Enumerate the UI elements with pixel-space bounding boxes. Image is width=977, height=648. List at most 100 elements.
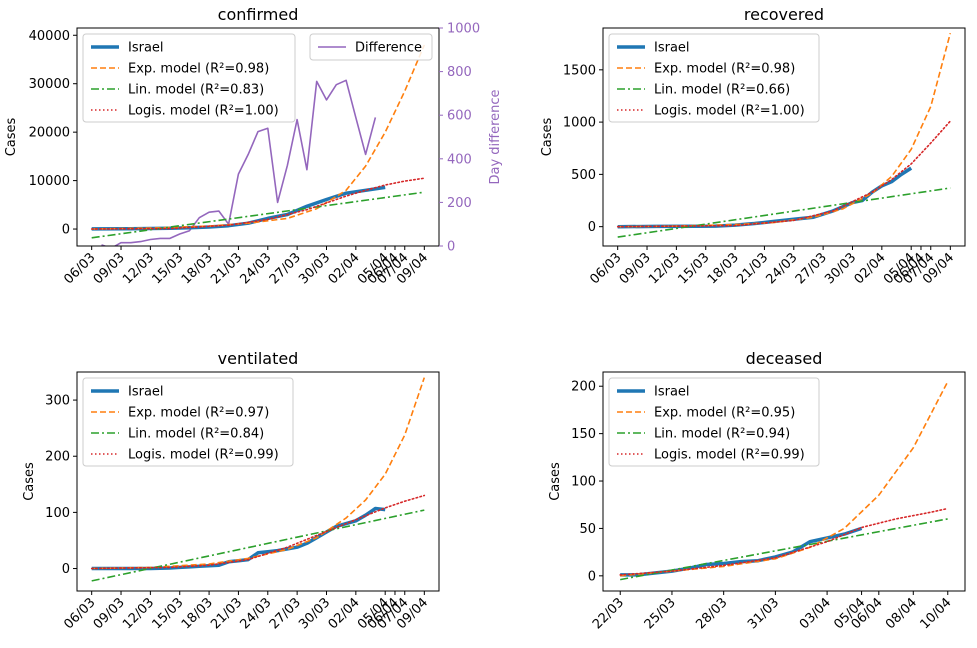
y-tick-label: 0 <box>588 220 596 235</box>
x-tick-label: 21/03 <box>208 595 245 632</box>
y-tick-label: 10000 <box>29 174 70 189</box>
y2-tick-label: 1000 <box>447 22 480 37</box>
legend-box <box>309 33 433 61</box>
legend-label: Exp. model (R²=0.95) <box>654 406 795 421</box>
series-group <box>90 44 426 246</box>
x-tick-label: 30/03 <box>296 250 333 287</box>
legend-label: Exp. model (R²=0.98) <box>128 62 269 77</box>
y2-tick-label: 400 <box>447 152 472 167</box>
y-tick-label: 500 <box>571 168 596 183</box>
x-tick-label: 02/04 <box>326 595 363 632</box>
subplot-ventilated: ventilated 0 100 200 300 06/0309/0312/0315/03… <box>22 349 440 632</box>
legend-label: Logis. model (R²=0.99) <box>654 448 805 463</box>
legend: Israel Exp. model (R²=0.97) Lin. model (R²… <box>82 377 294 467</box>
x-tick-label: 03/04 <box>797 595 834 632</box>
x-tick-label: 27/03 <box>267 595 304 632</box>
y-tick-label: 200 <box>45 450 70 465</box>
x-tick-label: 28/03 <box>693 595 730 632</box>
x-tick-label: 18/03 <box>179 250 216 287</box>
y-axis-label: Cases <box>548 462 563 501</box>
legend-box <box>608 377 820 467</box>
legend: Israel Exp. model (R²=0.98) Lin. model (R²… <box>82 33 296 123</box>
legend-box <box>82 377 294 467</box>
y-tick-label: 0 <box>62 223 70 238</box>
legend-label: Lin. model (R²=0.94) <box>654 427 790 442</box>
plot-frame <box>76 27 440 247</box>
subplot-title: deceased <box>746 349 823 368</box>
y2-tick-label: 200 <box>447 196 472 211</box>
x-tick-label: 06/03 <box>61 250 98 287</box>
y2-axis-label: Day difference <box>488 89 503 184</box>
y-tick-label: 40000 <box>29 29 70 44</box>
legend-label: Lin. model (R²=0.83) <box>128 83 264 98</box>
series-line-logis <box>90 494 426 570</box>
series-line-lin <box>91 191 425 239</box>
y-tick-label: 1500 <box>563 63 596 78</box>
series-line-exp <box>91 377 426 570</box>
y2-tick-label: 0 <box>447 240 455 255</box>
series-group <box>616 32 952 238</box>
subplot-title: ventilated <box>218 349 299 368</box>
legend-label: Israel <box>128 385 164 400</box>
x-tick-label: 06/03 <box>61 595 98 632</box>
x-tick-label: 12/03 <box>646 250 683 287</box>
y-axis-label: Cases <box>4 117 19 156</box>
series-line-lin <box>617 187 951 238</box>
y-tick-label: 30000 <box>29 77 70 92</box>
legend-label: Difference <box>355 41 422 56</box>
series-line-lin <box>620 518 948 581</box>
y-axis-label: Cases <box>540 117 555 156</box>
legend-label: Lin. model (R²=0.66) <box>654 83 790 98</box>
x-tick-label: 30/03 <box>822 250 859 287</box>
series-line-lin <box>91 509 425 582</box>
subplot-confirmed: confirmed 0 10000 20000 30000 40000 0 200 400 600… <box>4 5 503 287</box>
subplot-deceased: deceased 0 50 100 150 200 22/03 25/03 28/03 31/03… <box>548 349 966 632</box>
y-tick-label: 100 <box>571 475 596 490</box>
plot-frame <box>76 371 440 592</box>
series-line-exp <box>617 32 952 228</box>
x-tick-label: 18/03 <box>179 595 216 632</box>
series-line-israel <box>620 526 863 577</box>
series-group <box>90 377 426 582</box>
x-tick-label: 21/03 <box>734 250 771 287</box>
x-tick-label: 25/03 <box>642 595 679 632</box>
x-tick-label: 02/04 <box>326 250 363 287</box>
y-tick-label: 0 <box>588 569 596 584</box>
y2-tick-label: 800 <box>447 65 472 80</box>
legend-label: Lin. model (R²=0.84) <box>128 427 264 442</box>
legend-label: Logis. model (R²=1.00) <box>654 104 805 119</box>
x-tick-label: 31/03 <box>745 595 782 632</box>
x-tick-label: 12/03 <box>120 250 157 287</box>
y-tick-label: 50 <box>579 522 596 537</box>
legend-secondary: Difference <box>309 33 433 61</box>
subplot-recovered: recovered 0 500 1000 1500 06/0309/0312/0315/0… <box>540 5 966 287</box>
legend-label: Israel <box>654 385 690 400</box>
y-axis-label: Cases <box>22 462 37 501</box>
x-tick-label: 30/03 <box>296 595 333 632</box>
y-tick-label: 150 <box>571 427 596 442</box>
legend-label: Exp. model (R²=0.98) <box>654 62 795 77</box>
x-tick-label: 10/04 <box>917 595 954 632</box>
legend-label: Logis. model (R²=1.00) <box>128 104 279 119</box>
x-tick-label: 08/04 <box>883 595 920 632</box>
x-tick-label: 27/03 <box>267 250 304 287</box>
series-line-logis <box>616 120 952 228</box>
legend-label: Logis. model (R²=0.99) <box>128 448 279 463</box>
x-tick-label: 09/03 <box>91 595 128 632</box>
plot-frame <box>602 27 966 247</box>
series-line-logis <box>90 177 426 230</box>
x-tick-label: 15/03 <box>149 595 186 632</box>
series-line-logis <box>619 507 949 576</box>
series-group <box>619 381 949 581</box>
series-line-israel <box>617 166 913 229</box>
y-tick-label: 1000 <box>563 116 596 131</box>
x-tick-label: 24/03 <box>238 250 275 287</box>
series-line-difference <box>101 79 377 246</box>
series-line-exp <box>91 44 426 230</box>
legend: Israel Exp. model (R²=0.95) Lin. model (R²… <box>608 377 820 467</box>
legend-label: Israel <box>128 41 164 56</box>
y-tick-label: 0 <box>62 562 70 577</box>
x-tick-label: 21/03 <box>208 250 245 287</box>
legend-label: Israel <box>654 41 690 56</box>
